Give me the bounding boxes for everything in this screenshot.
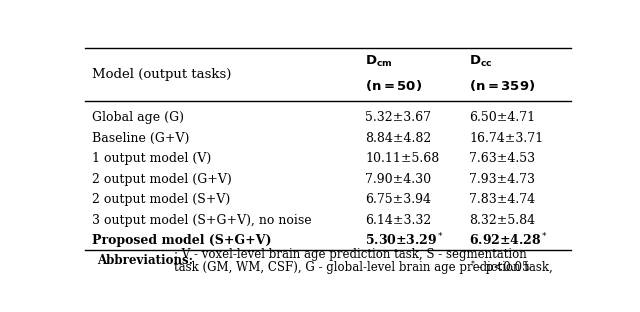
- Text: $^*$: $^*$: [469, 260, 477, 270]
- Text: $\mathbf{D}_{\mathbf{cm}}$: $\mathbf{D}_{\mathbf{cm}}$: [365, 54, 393, 69]
- Text: $\mathbf{(n{=}359)}$: $\mathbf{(n{=}359)}$: [469, 78, 536, 93]
- Text: 1 output model (V): 1 output model (V): [92, 152, 212, 165]
- Text: 6.75±3.94: 6.75±3.94: [365, 193, 431, 206]
- Text: 7.93±4.73: 7.93±4.73: [469, 173, 535, 186]
- Text: 7.63±4.53: 7.63±4.53: [469, 152, 536, 165]
- Text: 6.50±4.71: 6.50±4.71: [469, 111, 536, 124]
- Text: 16.74±3.71: 16.74±3.71: [469, 132, 543, 145]
- Text: 8.32±5.84: 8.32±5.84: [469, 213, 536, 227]
- Text: 5.30±3.29$^*$: 5.30±3.29$^*$: [365, 232, 444, 249]
- Text: 2 output model (S+V): 2 output model (S+V): [92, 193, 230, 206]
- Text: : V - voxel-level brain age prediction task, S - segmentation: : V - voxel-level brain age prediction t…: [174, 248, 527, 261]
- Text: task (GM, WM, CSF), G - global-level brain age prediction task,: task (GM, WM, CSF), G - global-level bra…: [174, 261, 557, 274]
- Text: Model (output tasks): Model (output tasks): [92, 68, 232, 81]
- Text: 7.83±4.74: 7.83±4.74: [469, 193, 536, 206]
- Text: 5.32±3.67: 5.32±3.67: [365, 111, 431, 124]
- Text: $\mathbf{D}_{\mathbf{cc}}$: $\mathbf{D}_{\mathbf{cc}}$: [469, 54, 493, 69]
- Text: Proposed model (S+G+V): Proposed model (S+G+V): [92, 234, 272, 247]
- Text: $\mathbf{(n{=}50)}$: $\mathbf{(n{=}50)}$: [365, 78, 422, 93]
- Text: 10.11±5.68: 10.11±5.68: [365, 152, 440, 165]
- Text: Abbreviations:: Abbreviations:: [97, 254, 193, 267]
- Text: 7.90±4.30: 7.90±4.30: [365, 173, 431, 186]
- Text: Global age (G): Global age (G): [92, 111, 184, 124]
- Text: 6.14±3.32: 6.14±3.32: [365, 213, 431, 227]
- Text: - p<0.05: - p<0.05: [478, 261, 530, 274]
- Text: Baseline (G+V): Baseline (G+V): [92, 132, 190, 145]
- Text: 8.84±4.82: 8.84±4.82: [365, 132, 431, 145]
- Text: 3 output model (S+G+V), no noise: 3 output model (S+G+V), no noise: [92, 213, 312, 227]
- Text: 2 output model (G+V): 2 output model (G+V): [92, 173, 232, 186]
- Text: 6.92±4.28$^*$: 6.92±4.28$^*$: [469, 232, 548, 249]
